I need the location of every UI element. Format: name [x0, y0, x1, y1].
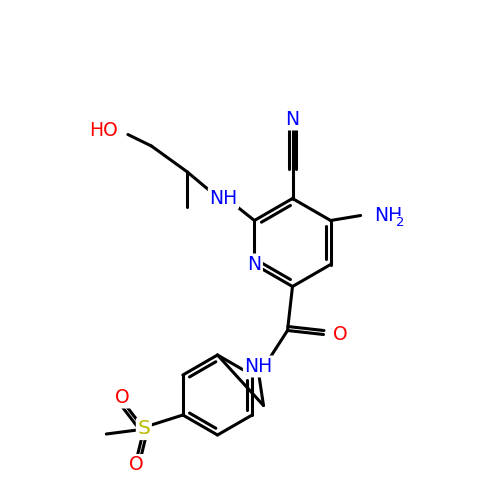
Text: NH: NH	[244, 357, 272, 376]
Text: NH: NH	[210, 188, 238, 208]
Text: S: S	[138, 420, 150, 438]
Text: N: N	[286, 110, 300, 129]
Text: HO: HO	[89, 122, 118, 141]
Text: O: O	[129, 456, 144, 474]
Text: O: O	[114, 388, 129, 407]
Text: O: O	[332, 325, 347, 344]
Text: NH: NH	[374, 206, 403, 225]
Text: N: N	[248, 255, 262, 274]
Text: 2: 2	[396, 216, 404, 229]
